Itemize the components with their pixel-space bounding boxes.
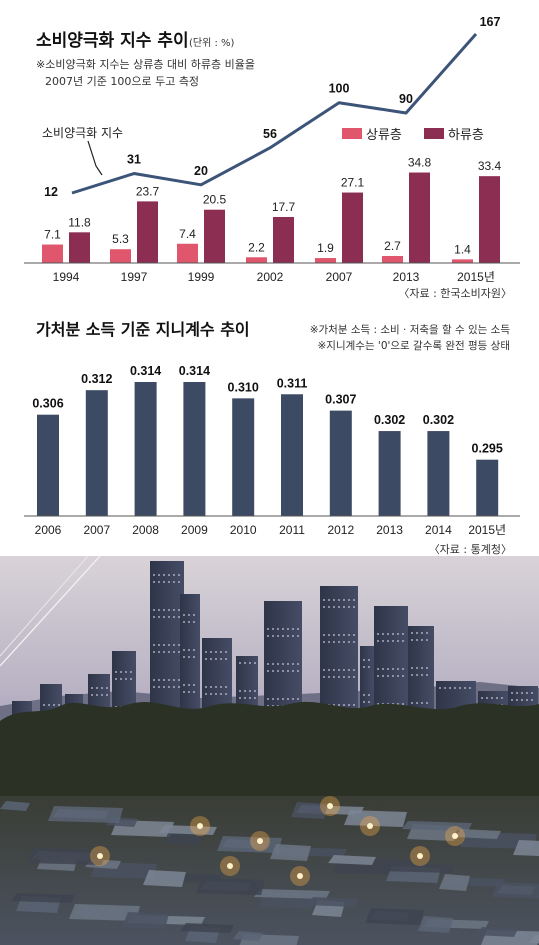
gini-value-label: 0.314 xyxy=(179,364,210,378)
gini-value-label: 0.302 xyxy=(423,413,454,427)
legend-label-lower: 하류층 xyxy=(448,128,484,143)
upper-class-value-label: 2.2 xyxy=(248,240,265,254)
legend-swatch-lower xyxy=(424,128,444,139)
upper-class-value-label: 1.4 xyxy=(454,242,471,256)
chart1-bars: 7.1 11.8 5.3 23.7 7.4 20.5 2.2 17.7 1.9 27.1 2.7 34… xyxy=(42,156,502,263)
gini-bar xyxy=(37,414,59,516)
gini-bar xyxy=(232,398,255,516)
chart2-note-1: ※가처분 소득 : 소비 · 저축을 할 수 있는 소득 xyxy=(310,324,511,336)
lower-class-value-label: 17.7 xyxy=(272,200,296,214)
gini-coefficient-chart: 가처분 소득 기준 지니계수 추이 ※가처분 소득 : 소비 · 저축을 할 수… xyxy=(24,320,520,556)
gini-bar xyxy=(183,382,206,516)
upper-class-value-label: 1.9 xyxy=(317,241,334,255)
lower-class-bar xyxy=(137,201,158,263)
gini-value-label: 0.302 xyxy=(374,413,405,427)
x-tick-label: 2006 xyxy=(35,523,62,537)
lower-class-bar xyxy=(273,216,294,263)
chart1-line: 12 31 20 56 100 90 167 xyxy=(44,15,500,199)
gini-value-label: 0.307 xyxy=(325,393,356,407)
gini-bar xyxy=(427,431,450,516)
line-value-label: 56 xyxy=(263,127,277,141)
gini-bar xyxy=(329,410,352,516)
gini-value-label: 0.312 xyxy=(81,372,112,386)
x-tick-label: 1999 xyxy=(188,270,215,284)
gini-value-label: 0.314 xyxy=(130,364,161,378)
x-tick-label: 2007 xyxy=(83,523,110,537)
line-value-label: 90 xyxy=(399,92,413,106)
upper-class-bar xyxy=(315,258,336,263)
chart1-x-axis: 1994 1997 1999 2002 2007 2013 2015년 xyxy=(53,270,495,284)
line-label-pointer xyxy=(87,140,103,176)
lower-class-value-label: 34.8 xyxy=(408,156,432,170)
chart1-footnote-2: 2007년 기준 100으로 두고 측정 xyxy=(45,75,199,88)
x-tick-label: 1997 xyxy=(121,270,148,284)
x-tick-label: 1994 xyxy=(53,270,80,284)
x-tick-label: 2002 xyxy=(257,270,284,284)
upper-class-value-label: 2.7 xyxy=(384,239,401,253)
upper-class-value-label: 7.1 xyxy=(44,228,61,242)
upper-class-value-label: 7.4 xyxy=(179,227,196,241)
legend-label-upper: 상류층 xyxy=(366,128,402,143)
x-tick-label: 2008 xyxy=(132,523,159,537)
line-value-label: 167 xyxy=(480,15,501,29)
lower-class-bar xyxy=(479,176,500,263)
upper-class-bar xyxy=(177,243,198,263)
consumption-polarization-chart: 소비양극화 지수 추이 (단위 : %) ※소비양극화 지수는 상류층 대비 하… xyxy=(24,15,520,300)
chart2-x-axis: 2006 2007 2008 2009 2010 2011 2012 2013 2014 2015… xyxy=(35,523,506,537)
chart1-title: 소비양극화 지수 추이 xyxy=(36,31,189,51)
upper-class-bar xyxy=(42,244,63,263)
upper-class-bar xyxy=(452,259,473,263)
chart2-title: 가처분 소득 기준 지니계수 추이 xyxy=(36,320,250,339)
chart2-bars: 0.306 0.312 0.314 0.314 0.310 0.311 0.307 0.302… xyxy=(32,364,503,516)
gini-value-label: 0.306 xyxy=(32,397,63,411)
gini-bar xyxy=(476,459,499,516)
gini-value-label: 0.310 xyxy=(228,380,259,394)
x-tick-label: 2007 xyxy=(326,270,353,284)
lower-class-value-label: 27.1 xyxy=(341,176,365,190)
line-value-label: 20 xyxy=(194,164,208,178)
gini-value-label: 0.311 xyxy=(277,376,308,390)
upper-class-bar xyxy=(246,257,267,263)
x-tick-label: 2015년 xyxy=(457,270,495,284)
gini-bar xyxy=(134,382,157,516)
chart1-legend: 상류층 하류층 xyxy=(342,128,484,143)
lower-class-bar xyxy=(409,172,430,263)
gini-bar xyxy=(281,394,303,516)
lower-class-value-label: 23.7 xyxy=(136,184,160,198)
chart2-note-2: ※지니계수는 '0'으로 갈수록 완전 평등 상태 xyxy=(318,339,511,352)
line-value-label: 31 xyxy=(127,153,141,167)
legend-swatch-upper xyxy=(342,128,362,139)
gini-bar xyxy=(85,390,108,516)
line-value-label: 100 xyxy=(329,82,350,96)
lower-class-bar xyxy=(69,232,90,263)
upper-class-bar xyxy=(110,249,131,263)
x-tick-label: 2009 xyxy=(181,523,208,537)
chart1-unit: (단위 : %) xyxy=(189,36,235,49)
lower-class-value-label: 33.4 xyxy=(478,159,502,173)
x-tick-label: 2014 xyxy=(425,523,452,537)
upper-class-bar xyxy=(382,255,403,263)
upper-class-value-label: 5.3 xyxy=(112,232,129,246)
x-tick-label: 2012 xyxy=(327,523,354,537)
lower-class-bar xyxy=(342,192,363,263)
line-value-label: 12 xyxy=(44,185,58,199)
x-tick-label: 2015년 xyxy=(468,523,506,537)
gini-value-label: 0.295 xyxy=(472,442,503,456)
city-skyline-photo xyxy=(0,556,539,945)
chart2-source: 〈자료 : 통계청〉 xyxy=(429,543,512,556)
x-tick-label: 2013 xyxy=(376,523,403,537)
x-tick-label: 2010 xyxy=(230,523,257,537)
gini-bar xyxy=(378,431,401,516)
x-tick-label: 2013 xyxy=(393,270,420,284)
x-tick-label: 2011 xyxy=(279,523,305,537)
line-series-label: 소비양극화 지수 xyxy=(42,126,123,140)
lower-class-value-label: 20.5 xyxy=(203,193,227,207)
lower-class-bar xyxy=(204,209,225,263)
chart1-source: 〈자료 : 한국소비자원〉 xyxy=(398,287,512,300)
chart1-footnote-1: ※소비양극화 지수는 상류층 대비 하류층 비율을 xyxy=(36,57,255,71)
lower-class-value-label: 11.8 xyxy=(68,215,91,229)
